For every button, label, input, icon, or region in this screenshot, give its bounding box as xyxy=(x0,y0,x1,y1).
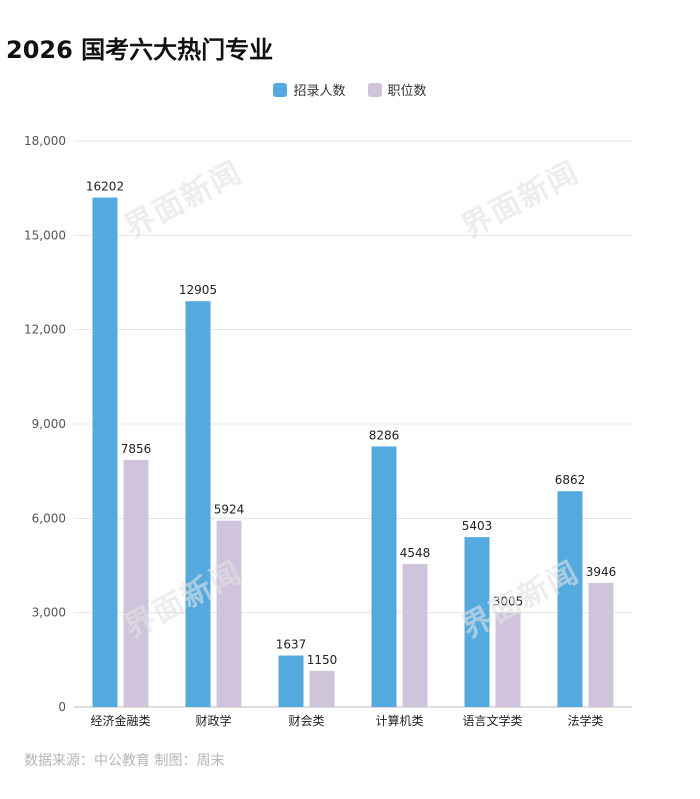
legend: 招录人数 职位数 xyxy=(0,80,700,99)
legend-label-series1: 招录人数 xyxy=(293,84,346,99)
source-note: 数据来源：中公教育 制图：周末 xyxy=(24,753,225,769)
bar xyxy=(557,491,583,707)
x-tick-label: 财政学 xyxy=(195,713,231,728)
bar xyxy=(278,655,304,707)
bar xyxy=(92,197,118,707)
data-label: 1150 xyxy=(307,653,338,667)
y-tick-label: 15,000 xyxy=(24,228,66,242)
data-label: 12905 xyxy=(179,283,217,297)
data-label: 5924 xyxy=(214,503,245,517)
bar xyxy=(588,582,614,707)
bar xyxy=(123,459,149,707)
legend-item-series1[interactable]: 招录人数 xyxy=(273,80,346,99)
bar xyxy=(495,612,521,707)
data-label: 6862 xyxy=(555,473,586,487)
data-label: 3005 xyxy=(493,595,524,609)
bar xyxy=(309,670,335,707)
bar-chart: 0 3,000 6,000 9,000 12,000 15,000 18,000 16202 7… xyxy=(24,134,632,728)
bar xyxy=(371,446,397,707)
data-label: 3946 xyxy=(586,565,617,579)
legend-label-series2: 职位数 xyxy=(387,84,427,99)
y-tick-label: 6,000 xyxy=(32,511,66,525)
y-tick-label: 9,000 xyxy=(32,417,66,431)
x-tick-label: 计算机类 xyxy=(375,713,423,728)
data-label: 8286 xyxy=(369,428,400,442)
bar xyxy=(185,301,211,707)
y-tick-label: 12,000 xyxy=(24,323,66,337)
bar xyxy=(464,537,490,707)
x-tick-label: 经济金融类 xyxy=(90,713,150,728)
x-tick-label: 法学类 xyxy=(567,713,603,728)
y-tick-label: 0 xyxy=(58,700,66,714)
data-label: 4548 xyxy=(400,546,431,560)
y-tick-label: 18,000 xyxy=(24,134,66,148)
data-label: 7856 xyxy=(121,442,152,456)
data-label: 5403 xyxy=(462,519,493,533)
legend-item-series2[interactable]: 职位数 xyxy=(367,80,427,99)
legend-swatch-series2 xyxy=(367,82,382,97)
chart-title: 2026 国考六大热门专业 xyxy=(6,36,274,64)
bar xyxy=(402,563,428,707)
y-tick-label: 3,000 xyxy=(32,606,66,620)
x-tick-label: 财会类 xyxy=(288,714,324,728)
legend-swatch-series1 xyxy=(273,82,288,97)
bar xyxy=(216,520,242,707)
data-label: 16202 xyxy=(86,180,124,194)
data-label: 1637 xyxy=(276,638,307,652)
x-tick-label: 语言文学类 xyxy=(462,713,522,728)
